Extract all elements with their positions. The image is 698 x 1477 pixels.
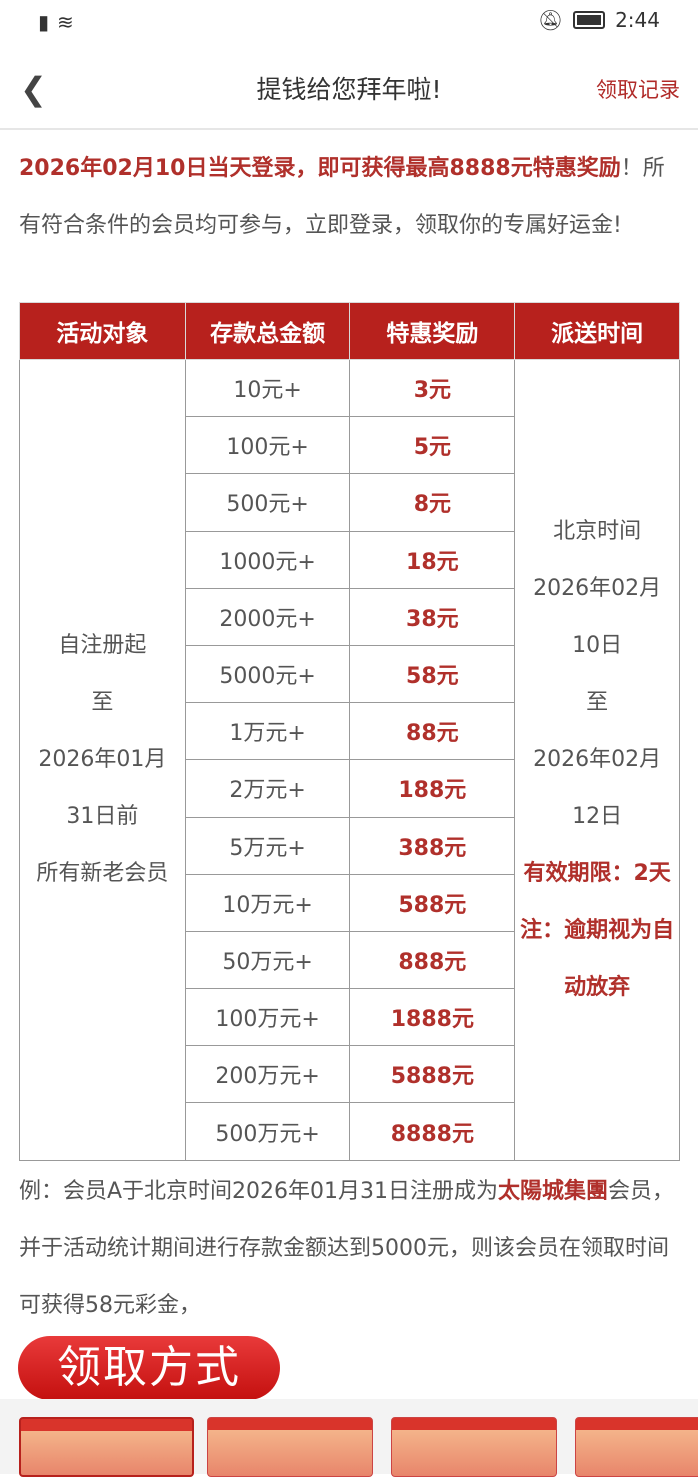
intro-body: ！所有符合条件的会员均可参与，立即登录，领取你的专属好运金!	[19, 156, 665, 238]
table-row: 自注册起至 2026年01月 31日前所有新老会员 10元+ 3元北京时间 2026年02…	[19, 358, 680, 1161]
header-time: 派送时间	[514, 302, 680, 360]
reward-cell: 5元	[349, 416, 516, 475]
banner-thumbnail[interactable]	[391, 1417, 557, 1477]
reward-cell: 58元	[349, 644, 516, 704]
nav-bar: ❮ 提钱给您拜年啦! 领取记录	[0, 44, 698, 130]
timing-cell: 北京时间 2026年02月 10日至 2026年02月 12日有效期限：2天注：逾期视为…	[514, 359, 680, 1161]
table-row: 500万元+ 8888元	[20, 1102, 680, 1161]
banner-thumbnail[interactable]	[575, 1417, 698, 1477]
deposit-cell: 200万元+	[184, 1045, 351, 1104]
deposit-cell: 50万元+	[184, 930, 351, 990]
table-row: 100万元+ 1888元	[20, 988, 680, 1047]
deposit-cell: 2万元+	[184, 759, 351, 818]
page-title: 提钱给您拜年啦!	[256, 75, 442, 104]
deposit-cell: 2000元+	[184, 587, 351, 646]
timing-line: 2026年02月	[533, 747, 662, 773]
reward-cell: 8888元	[349, 1102, 516, 1161]
deposit-cell: 500元+	[184, 473, 351, 532]
table-row: 1000元+ 18元	[20, 530, 680, 589]
table-row: 5万元+ 388元	[20, 816, 680, 875]
deposit-cell: 100万元+	[184, 988, 351, 1047]
table-row: 50万元+ 888元	[20, 930, 680, 990]
brand-name: 太陽城集團	[498, 1179, 609, 1204]
example-suffix: 会员，并于活动统计期间进行存款金额达到5000元，则该会员在领取时间可获得58元…	[19, 1179, 675, 1318]
deposit-cell: 5000元+	[184, 644, 351, 704]
table-row: 5000元+ 58元	[20, 644, 680, 704]
header-reward: 特惠奖励	[349, 302, 516, 360]
timing-note: 注：逾期视为自动放弃	[520, 918, 675, 1001]
eligibility-line: 至	[91, 690, 114, 716]
reward-cell: 588元	[349, 873, 516, 932]
table-row: 10万元+ 588元	[20, 873, 680, 932]
records-link[interactable]: 领取记录	[596, 78, 680, 102]
reward-cell: 18元	[349, 530, 516, 589]
deposit-cell: 100元+	[184, 416, 351, 475]
deposit-cell: 1万元+	[184, 702, 351, 761]
table-row: 200万元+ 5888元	[20, 1045, 680, 1104]
banner-thumbnail[interactable]	[207, 1417, 373, 1477]
thumbnail-tray	[0, 1399, 698, 1477]
deposit-cell: 10万元+	[184, 873, 351, 932]
timing-line: 至	[586, 690, 609, 716]
banner-thumbnail[interactable]	[19, 1417, 194, 1477]
reward-cell: 3元	[349, 358, 516, 418]
back-icon[interactable]: ❮	[20, 70, 47, 108]
example-prefix: 例：会员A于北京时间2026年01月31日注册成为	[19, 1179, 499, 1204]
table-row: 1万元+ 88元	[20, 702, 680, 761]
reward-cell: 388元	[349, 816, 516, 875]
eligibility-line: 2026年01月	[38, 747, 167, 773]
intro-highlight: 2026年02月10日当天登录，即可获得最高8888元特惠奖励	[19, 156, 621, 181]
reward-cell: 1888元	[349, 988, 516, 1047]
reward-cell: 888元	[349, 930, 516, 990]
timing-line: 10日	[572, 633, 623, 659]
timing-line: 北京时间	[553, 519, 642, 545]
header-deposit: 存款总金额	[184, 302, 351, 360]
timing-line: 2026年02月	[533, 576, 662, 602]
reward-cell: 5888元	[349, 1045, 516, 1104]
deposit-cell: 5万元+	[184, 816, 351, 875]
reward-cell: 8元	[349, 473, 516, 532]
deposit-cell: 500万元+	[184, 1102, 351, 1161]
wifi-icon: ≋	[57, 10, 74, 34]
timing-note: 有效期限：2天	[523, 861, 671, 887]
eligibility-line: 自注册起	[58, 633, 147, 659]
deposit-cell: 10元+	[184, 358, 351, 418]
reward-cell: 38元	[349, 587, 516, 646]
example-text: 例：会员A于北京时间2026年01月31日注册成为太陽城集團会员，并于活动统计期…	[19, 1163, 684, 1334]
eligibility-line: 31日前	[66, 804, 139, 830]
table-row: 2000元+ 38元	[20, 587, 680, 646]
bell-muted-icon: 🔕︎	[537, 8, 564, 32]
status-bar: ▮ ≋ 🔕︎ 2:44	[0, 0, 698, 44]
claim-method-button[interactable]: 领取方式	[18, 1336, 280, 1400]
header-target: 活动对象	[19, 302, 186, 360]
battery-icon	[573, 11, 606, 29]
reward-cell: 88元	[349, 702, 516, 761]
reward-cell: 188元	[349, 759, 516, 818]
eligibility-line: 所有新老会员	[36, 861, 169, 887]
sim-alert-icon: ▮	[38, 10, 50, 34]
deposit-cell: 1000元+	[184, 530, 351, 589]
table-row: 2万元+ 188元	[20, 759, 680, 818]
timing-line: 12日	[572, 804, 623, 830]
intro-text: 2026年02月10日当天登录，即可获得最高8888元特惠奖励！所有符合条件的会…	[0, 130, 698, 254]
eligibility-cell: 自注册起至 2026年01月 31日前所有新老会员	[19, 359, 186, 1161]
reward-table: 活动对象 存款总金额 特惠奖励 派送时间 自注册起至 2026年01月 31日前所有…	[19, 302, 680, 1161]
clock: 2:44	[615, 8, 660, 32]
table-row: 100元+ 5元	[20, 416, 680, 475]
